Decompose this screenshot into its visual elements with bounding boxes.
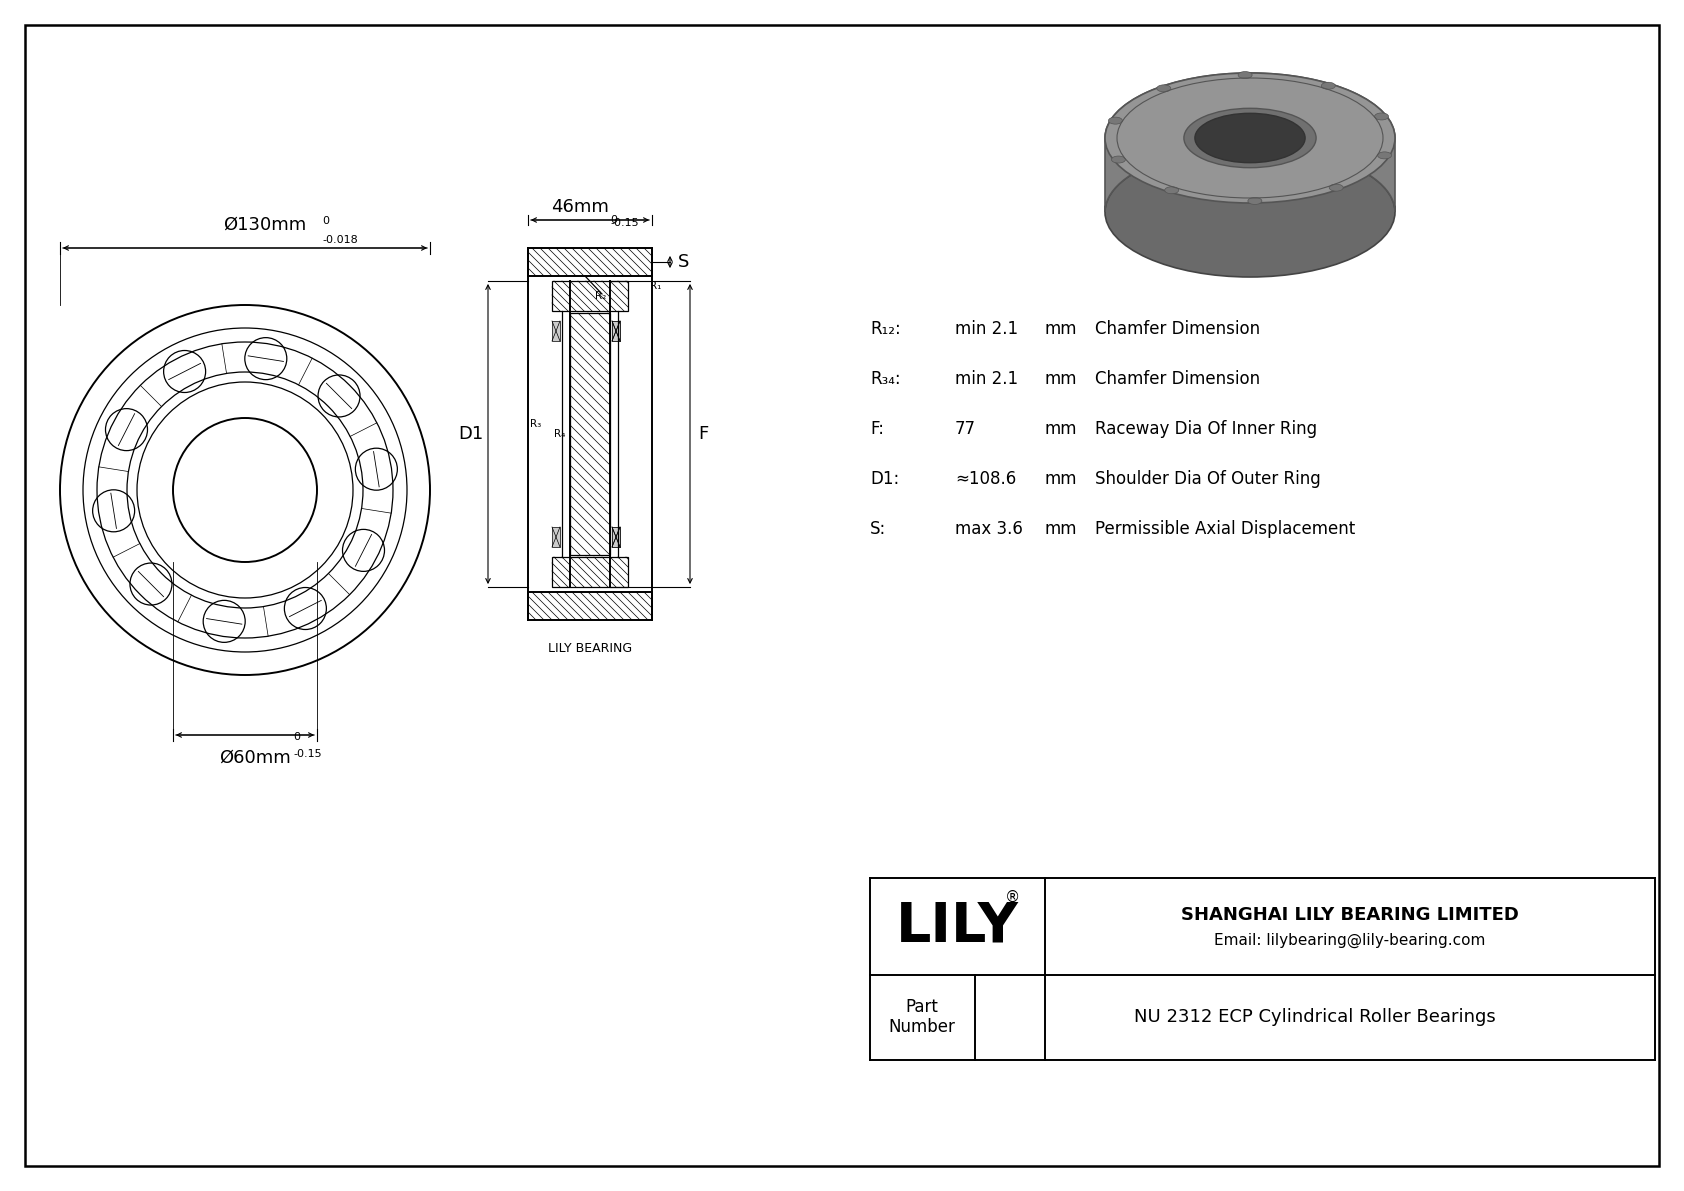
Text: ®: ® <box>1005 890 1021 905</box>
Text: -0.15: -0.15 <box>610 218 638 227</box>
Text: S: S <box>679 252 689 272</box>
Polygon shape <box>552 526 561 547</box>
Text: ≈108.6: ≈108.6 <box>955 470 1015 488</box>
Text: Ø60mm: Ø60mm <box>219 749 291 767</box>
Text: LILY: LILY <box>896 899 1019 953</box>
Text: S:: S: <box>871 520 886 538</box>
Text: Chamfer Dimension: Chamfer Dimension <box>1095 370 1260 388</box>
Ellipse shape <box>1329 185 1344 191</box>
Text: 0: 0 <box>610 216 616 225</box>
Text: min 2.1: min 2.1 <box>955 320 1019 338</box>
Ellipse shape <box>1111 156 1125 163</box>
Text: -0.018: -0.018 <box>322 235 357 245</box>
Ellipse shape <box>1196 113 1305 163</box>
Text: Raceway Dia Of Inner Ring: Raceway Dia Of Inner Ring <box>1095 420 1317 438</box>
Text: Part
Number: Part Number <box>889 998 955 1036</box>
Text: mm: mm <box>1046 420 1078 438</box>
Text: R₃₄:: R₃₄: <box>871 370 901 388</box>
Ellipse shape <box>1157 85 1170 92</box>
Text: min 2.1: min 2.1 <box>955 370 1019 388</box>
Polygon shape <box>611 322 620 341</box>
Text: SHANGHAI LILY BEARING LIMITED: SHANGHAI LILY BEARING LIMITED <box>1180 906 1519 924</box>
Text: 77: 77 <box>955 420 977 438</box>
Text: 0: 0 <box>322 216 328 226</box>
Text: Permissible Axial Displacement: Permissible Axial Displacement <box>1095 520 1356 538</box>
Text: Ø130mm: Ø130mm <box>224 216 306 233</box>
Text: R₄: R₄ <box>554 429 566 439</box>
Ellipse shape <box>1108 117 1123 124</box>
Ellipse shape <box>1184 108 1317 168</box>
Text: mm: mm <box>1046 470 1078 488</box>
Polygon shape <box>611 322 620 341</box>
Ellipse shape <box>1322 82 1335 89</box>
Polygon shape <box>611 526 620 547</box>
Text: F:: F: <box>871 420 884 438</box>
Text: Shoulder Dia Of Outer Ring: Shoulder Dia Of Outer Ring <box>1095 470 1320 488</box>
Ellipse shape <box>1165 187 1179 194</box>
Text: D1: D1 <box>458 425 483 443</box>
Text: R₃: R₃ <box>530 419 541 429</box>
Text: R₁₂:: R₁₂: <box>871 320 901 338</box>
Text: NU 2312 ECP Cylindrical Roller Bearings: NU 2312 ECP Cylindrical Roller Bearings <box>1133 1008 1495 1025</box>
Text: -0.15: -0.15 <box>293 749 322 759</box>
Ellipse shape <box>1238 71 1253 79</box>
Text: Email: lilybearing@lily-bearing.com: Email: lilybearing@lily-bearing.com <box>1214 933 1485 948</box>
Text: 46mm: 46mm <box>551 198 610 216</box>
Ellipse shape <box>1248 198 1261 205</box>
Polygon shape <box>611 526 620 547</box>
Ellipse shape <box>1105 73 1394 202</box>
Text: mm: mm <box>1046 370 1078 388</box>
Text: D1:: D1: <box>871 470 899 488</box>
Text: LILY BEARING: LILY BEARING <box>547 642 632 655</box>
Ellipse shape <box>1105 146 1394 278</box>
Polygon shape <box>552 322 561 341</box>
Ellipse shape <box>1378 152 1391 158</box>
Text: mm: mm <box>1046 320 1078 338</box>
Text: F: F <box>697 425 709 443</box>
Polygon shape <box>1105 73 1394 212</box>
Text: max 3.6: max 3.6 <box>955 520 1022 538</box>
Text: Chamfer Dimension: Chamfer Dimension <box>1095 320 1260 338</box>
Text: R₂: R₂ <box>594 291 606 301</box>
Text: mm: mm <box>1046 520 1078 538</box>
Ellipse shape <box>1374 113 1389 120</box>
Text: 0: 0 <box>293 732 300 742</box>
Text: R₁: R₁ <box>650 281 662 291</box>
